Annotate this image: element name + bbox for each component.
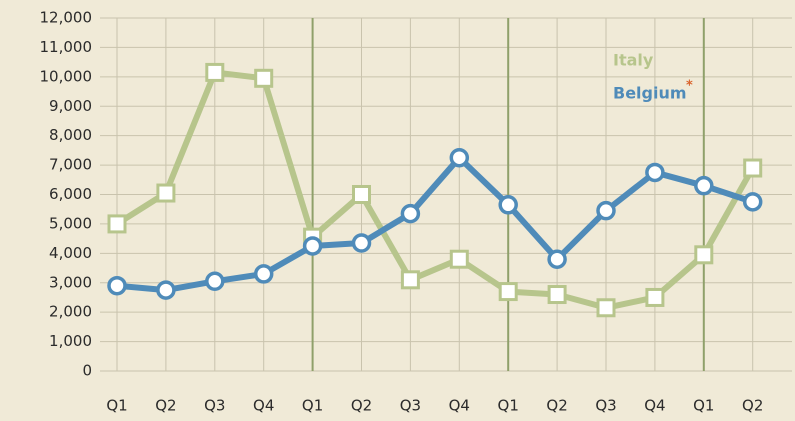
marker-square <box>107 214 127 234</box>
y-tick-label: 7,000 <box>49 156 92 174</box>
marker-circle <box>205 271 225 292</box>
marker-square <box>352 185 371 204</box>
marker-circle <box>547 249 567 269</box>
marker-square <box>205 62 225 82</box>
x-tick-label: Q4 <box>253 397 274 415</box>
marker-square <box>645 287 665 307</box>
marker-circle <box>449 147 470 168</box>
marker-square <box>400 270 420 290</box>
y-tick-label: 8,000 <box>49 126 92 144</box>
x-tick-label: Q1 <box>302 397 323 415</box>
x-tick-label: Q1 <box>498 397 519 415</box>
marker-circle <box>498 195 518 215</box>
x-tick-label: Q4 <box>449 397 470 415</box>
marker-circle <box>156 280 176 300</box>
marker-circle <box>645 162 665 183</box>
x-tick-label: Q3 <box>204 397 225 415</box>
x-tick-label: Q2 <box>351 397 372 415</box>
y-tick-label: 5,000 <box>49 214 92 232</box>
marker-circle <box>596 200 616 221</box>
x-tick-label: Q2 <box>155 397 176 415</box>
legend-label: Belgium <box>613 84 687 103</box>
marker-square <box>743 158 763 178</box>
x-tick-label: Q3 <box>400 397 421 415</box>
y-tick-label: 1,000 <box>49 332 92 350</box>
y-tick-label: 6,000 <box>49 185 92 203</box>
y-tick-label: 12,000 <box>40 9 93 27</box>
marker-square <box>694 245 714 265</box>
marker-square <box>449 249 469 269</box>
marker-circle <box>400 203 421 224</box>
x-tick-label: Q4 <box>644 397 665 415</box>
marker-square <box>596 298 616 318</box>
marker-circle <box>107 275 127 296</box>
marker-circle <box>351 233 372 253</box>
legend-note: * <box>686 79 693 94</box>
marker-square <box>254 68 274 88</box>
marker-circle <box>253 264 274 284</box>
y-tick-label: 10,000 <box>40 67 93 85</box>
y-tick-label: 4,000 <box>49 244 92 262</box>
marker-circle <box>302 236 323 256</box>
y-tick-label: 2,000 <box>49 303 92 321</box>
x-tick-label: Q2 <box>546 397 567 415</box>
x-tick-label: Q1 <box>106 397 127 415</box>
marker-square <box>547 285 567 305</box>
y-tick-label: 3,000 <box>49 273 92 291</box>
legend-label: Italy <box>613 51 654 70</box>
marker-circle <box>742 192 763 212</box>
x-tick-label: Q1 <box>693 397 714 415</box>
x-tick-label: Q3 <box>595 397 616 415</box>
y-tick-label: 0 <box>82 362 92 380</box>
x-tick-label: Q2 <box>742 397 763 415</box>
y-tick-label: 9,000 <box>49 97 92 115</box>
marker-circle <box>694 175 714 196</box>
y-tick-label: 11,000 <box>40 38 93 56</box>
marker-square <box>156 183 176 203</box>
marker-square <box>498 282 518 302</box>
